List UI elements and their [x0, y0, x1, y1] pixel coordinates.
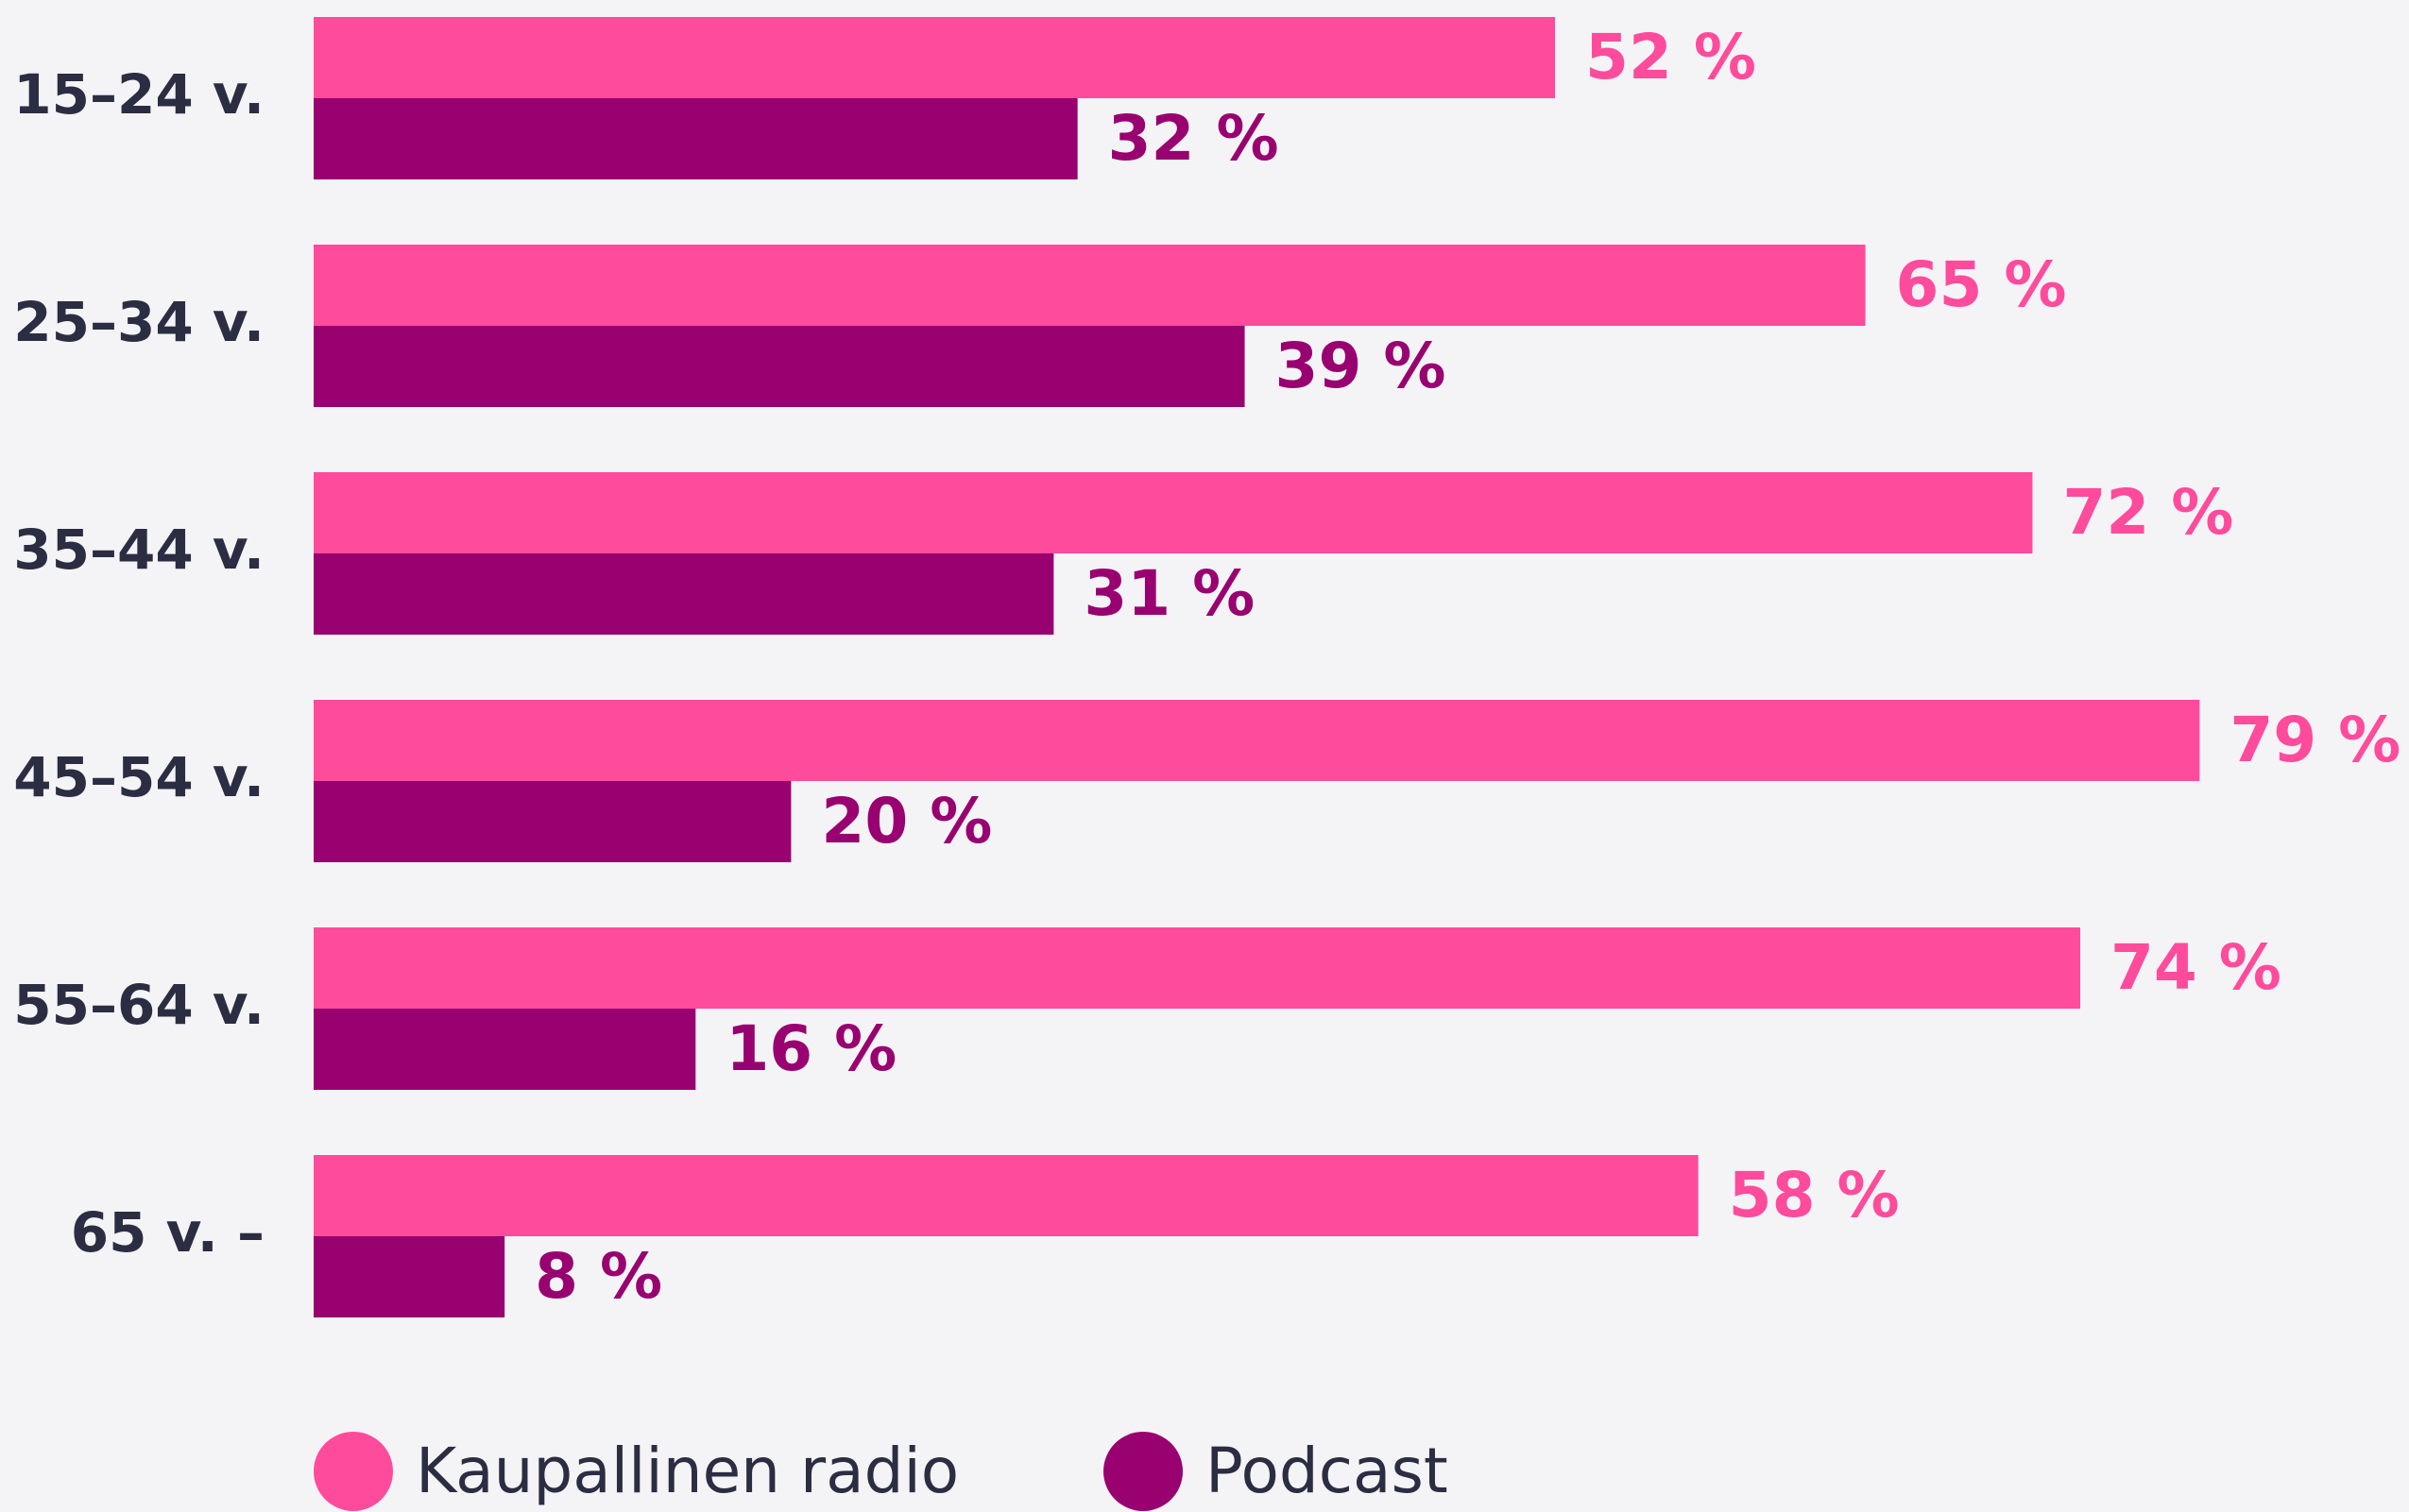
- bar: [314, 781, 792, 862]
- category-label: 65 v. –: [71, 1200, 265, 1265]
- bar: [314, 1009, 696, 1090]
- value-label: 32 %: [1108, 102, 1279, 175]
- bar: [314, 98, 1078, 179]
- legend-swatch: [1103, 1432, 1183, 1511]
- category-label: 35–44 v.: [13, 518, 265, 582]
- category-label: 55–64 v.: [13, 973, 265, 1037]
- value-label: 31 %: [1084, 557, 1255, 630]
- value-label: 52 %: [1585, 21, 1756, 93]
- category-label: 45–54 v.: [13, 745, 265, 809]
- value-label: 16 %: [726, 1012, 897, 1085]
- bar: [314, 927, 2080, 1009]
- bar: [314, 245, 1866, 326]
- bar: [314, 326, 1245, 407]
- bar: [314, 1155, 1699, 1236]
- value-label: 74 %: [2110, 931, 2281, 1004]
- legend-swatch: [314, 1432, 393, 1511]
- bar: [314, 17, 1556, 98]
- bar: [314, 553, 1054, 635]
- bar: [314, 472, 2033, 553]
- value-label: 8 %: [535, 1240, 662, 1313]
- value-label: 20 %: [821, 785, 992, 858]
- value-label: 72 %: [2062, 476, 2233, 549]
- value-label: 58 %: [1729, 1159, 1900, 1232]
- category-label: 25–34 v.: [13, 290, 265, 354]
- value-label: 39 %: [1275, 330, 1446, 402]
- legend-label: Podcast: [1205, 1435, 1448, 1507]
- value-label: 65 %: [1896, 248, 2067, 321]
- value-label: 79 %: [2230, 704, 2400, 776]
- bar: [314, 700, 2200, 781]
- category-label: 15–24 v.: [13, 62, 265, 127]
- bar: [314, 1236, 505, 1317]
- legend-label: Kaupallinen radio: [416, 1435, 959, 1507]
